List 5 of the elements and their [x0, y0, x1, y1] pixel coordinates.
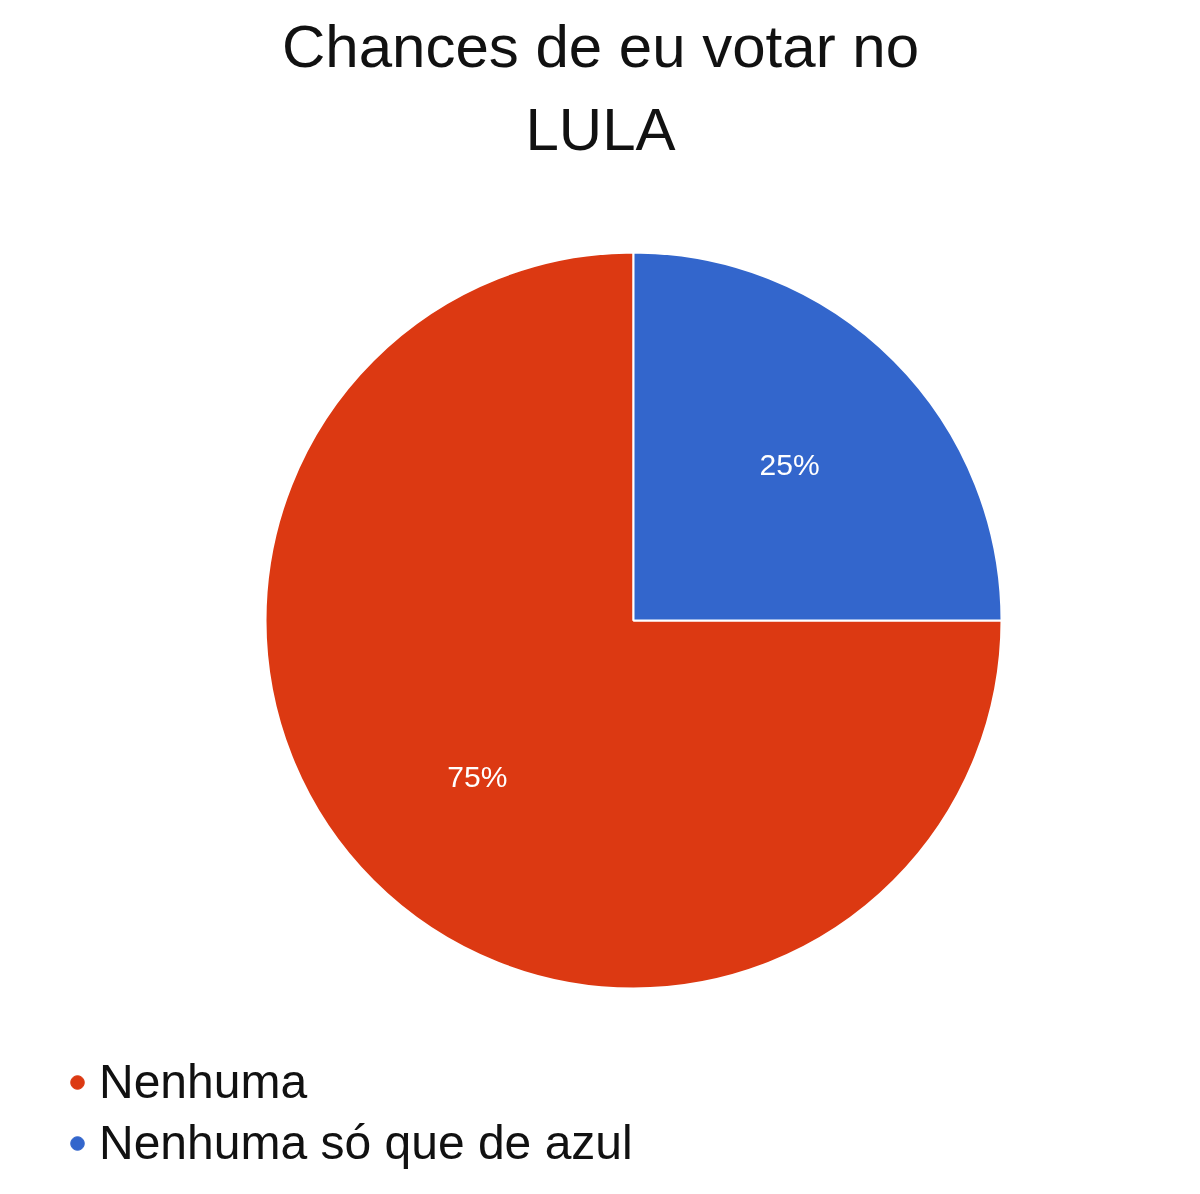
legend-label: Nenhuma só que de azul [99, 1115, 633, 1170]
data-label: 75% [447, 760, 508, 794]
chart-title: Chances de eu votar no LULA [281, 12, 920, 164]
legend-label: Nenhuma [99, 1054, 308, 1109]
data-label: 25% [759, 447, 820, 481]
